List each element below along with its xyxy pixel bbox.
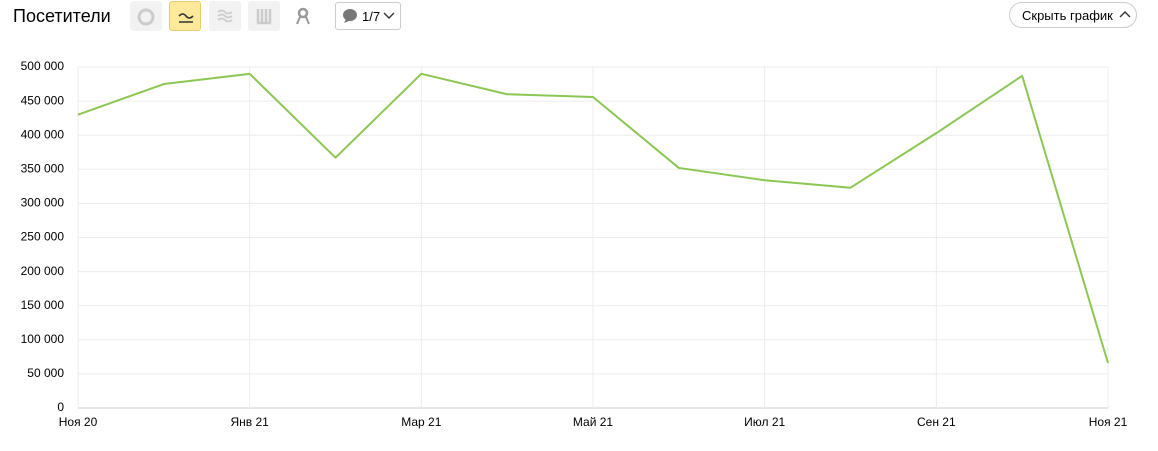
y-tick-label: 0 [57, 400, 64, 414]
y-tick-label: 450 000 [21, 93, 65, 107]
y-tick-label: 400 000 [21, 127, 65, 141]
x-tick-label: Июл 21 [744, 415, 785, 429]
hide-chart-label: Скрыть график [1022, 8, 1113, 23]
comments-dropdown[interactable]: 1/7 [335, 2, 401, 30]
y-tick-label: 150 000 [21, 298, 65, 312]
pie-chart-button[interactable] [130, 1, 162, 31]
y-tick-label: 500 000 [21, 59, 65, 73]
hide-chart-button[interactable]: Скрыть график [1009, 2, 1137, 28]
y-tick-label: 200 000 [21, 264, 65, 278]
y-tick-label: 50 000 [27, 366, 64, 380]
x-tick-label: Мар 21 [401, 415, 441, 429]
line-chart-button[interactable] [169, 1, 201, 31]
x-tick-label: Сен 21 [917, 415, 956, 429]
chart: 0 50 000 100 000 150 000 200 000 250 000 300 0… [21, 59, 1128, 429]
y-tick-label: 350 000 [21, 161, 65, 175]
x-tick-label: Янв 21 [230, 415, 269, 429]
bar-chart-button[interactable] [248, 1, 280, 31]
map-button[interactable] [288, 1, 320, 31]
data-line [77, 72, 1109, 364]
comments-count: 1/7 [362, 9, 381, 24]
toolbar: Посетители 1/7 Скрыть график [0, 0, 1158, 40]
x-tick-label: Май 21 [573, 415, 614, 429]
y-tick-label: 250 000 [21, 230, 65, 244]
widget-title: Посетители [13, 6, 111, 26]
area-chart-button[interactable] [209, 1, 241, 31]
y-tick-label: 100 000 [21, 332, 65, 346]
y-tick-label: 300 000 [21, 196, 65, 210]
x-tick-label: Ноя 21 [1089, 415, 1128, 429]
x-tick-label: Ноя 20 [59, 415, 98, 429]
